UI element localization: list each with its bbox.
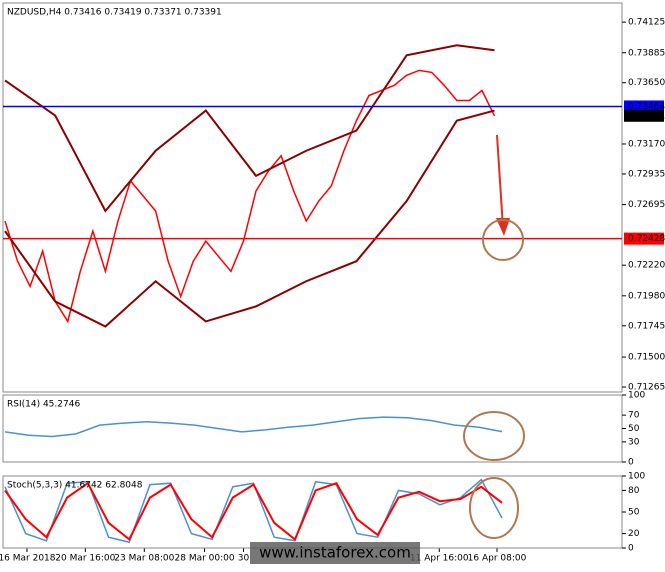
series-line <box>4 44 495 213</box>
series-line <box>4 109 495 328</box>
y-tick-label: 0.71265 <box>628 383 665 393</box>
level-label-box <box>624 232 664 245</box>
y-tick-label: 0.71980 <box>628 291 665 301</box>
watermark: www.instaforex.com <box>259 544 411 562</box>
last-price-box <box>624 109 664 122</box>
x-tick-label: 20 Mar 16:00 <box>55 554 115 564</box>
y-tick-label: 0.73170 <box>628 139 665 149</box>
circle-mark <box>482 219 524 261</box>
x-tick-label: 16 Mar 2018 <box>0 554 56 564</box>
y-tick-label: 0.74125 <box>628 18 665 28</box>
circle-mark <box>469 477 519 539</box>
panel-frame <box>2 2 623 393</box>
y-tick-label: 0.73885 <box>628 48 665 58</box>
y-tick-label: 0.72695 <box>628 200 665 210</box>
arrow-head <box>496 218 510 236</box>
y-tick-label: 100 <box>628 391 645 401</box>
y-tick-label: 0.71745 <box>628 321 665 331</box>
y-tick-label: 0.73650 <box>628 78 665 88</box>
y-tick-label: 100 <box>628 472 645 482</box>
y-tick-label: 50 <box>628 508 640 518</box>
arrow-shaft <box>496 134 504 229</box>
panel-title: RSI(14) 45.2746 <box>7 400 80 410</box>
series-line <box>4 416 503 438</box>
x-tick-label: 16 Apr 08:00 <box>468 554 527 564</box>
level-label: 0.73464 <box>628 102 665 112</box>
series-line <box>4 478 503 544</box>
y-tick-label: 0.71500 <box>628 353 665 363</box>
panel-title: Stoch(5,3,3) 41.6742 62.8048 <box>7 481 143 491</box>
circle-mark <box>463 411 525 461</box>
series-line <box>4 69 496 324</box>
y-tick-label: 50 <box>628 424 640 434</box>
y-tick-label: 20 <box>628 529 640 539</box>
x-tick-label: 23 Mar 08:00 <box>114 554 174 564</box>
series-line <box>4 481 503 541</box>
y-tick-label: 0 <box>628 544 634 554</box>
level-label: 0.72428 <box>628 234 665 244</box>
panel-title: NZDUSD,H4 0.73416 0.73419 0.73371 0.7339… <box>7 8 222 18</box>
y-tick-label: 0.72220 <box>628 261 665 271</box>
watermark-bg <box>250 542 420 564</box>
y-tick-label: 0.72935 <box>628 169 665 179</box>
last-price-label: 0.73391 <box>628 111 665 121</box>
y-tick-label: 0 <box>628 458 634 468</box>
y-tick-label: 30 <box>628 437 640 447</box>
y-tick-label: 70 <box>628 411 640 421</box>
x-tick-label: 30 <box>238 554 250 564</box>
x-tick-label: 11 Apr 16:00 <box>410 554 469 564</box>
level-label-box <box>624 100 664 113</box>
x-tick-label: 28 Mar 00:00 <box>175 554 235 564</box>
y-tick-label: 80 <box>628 486 640 496</box>
